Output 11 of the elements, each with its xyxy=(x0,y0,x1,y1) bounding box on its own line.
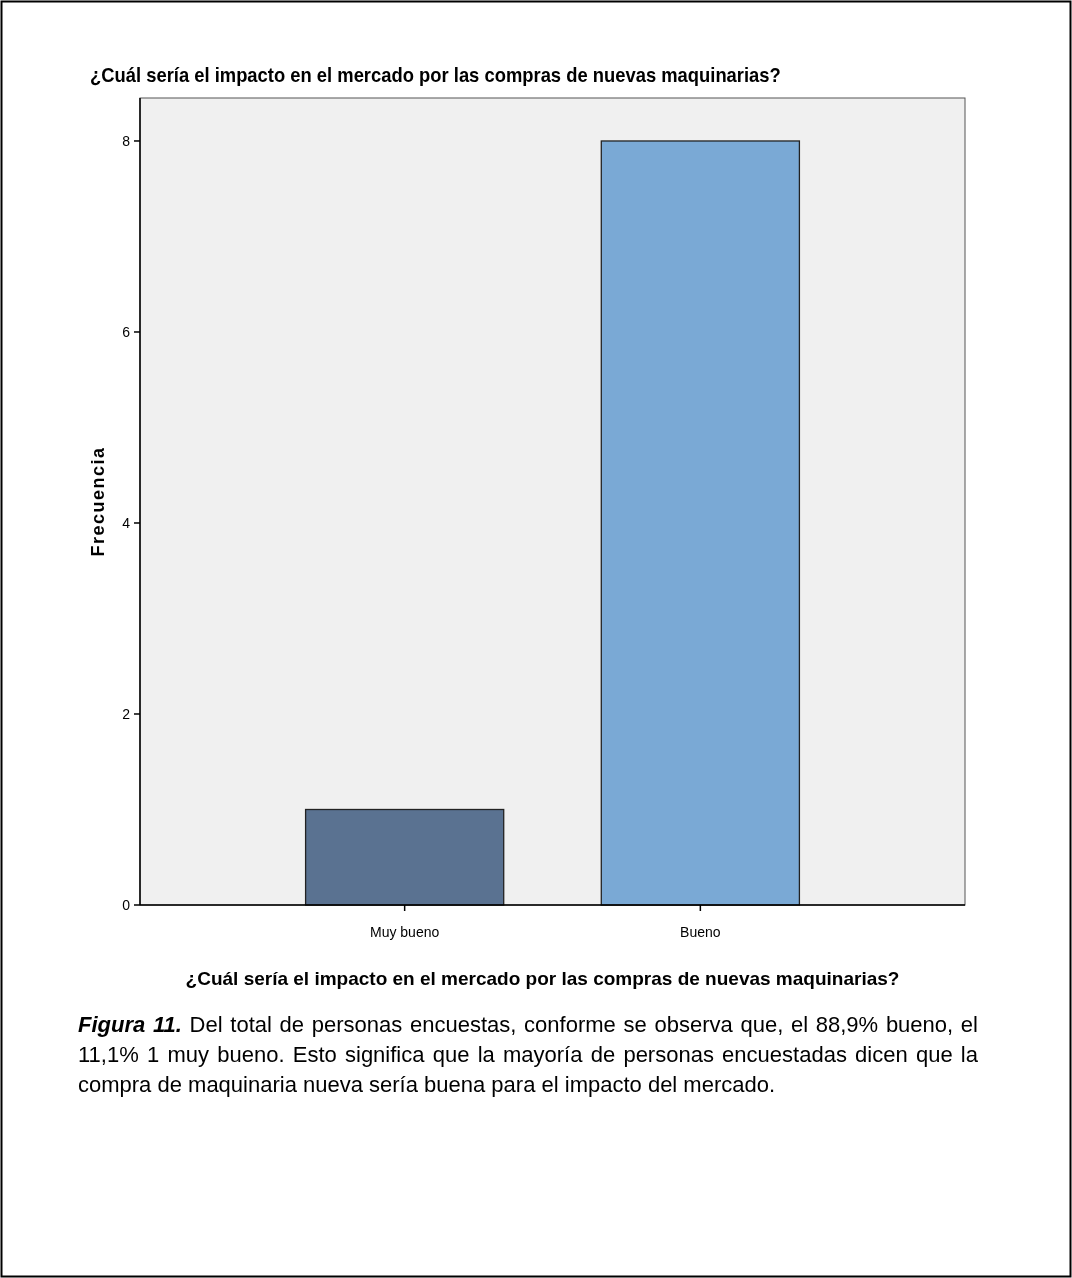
y-tick-label: 8 xyxy=(122,132,131,149)
y-tick-label: 4 xyxy=(122,514,131,531)
y-tick-label: 0 xyxy=(122,896,131,913)
y-axis-title: Frecuencia xyxy=(88,446,108,557)
chart-title: ¿Cuál sería el impacto en el mercado por las compras de nuevas maquinarias? xyxy=(90,64,781,87)
y-tick-label: 2 xyxy=(122,705,131,722)
x-tick-label: Bueno xyxy=(680,924,721,940)
x-tick-label: Muy bueno xyxy=(370,924,440,940)
y-tick-label: 6 xyxy=(122,323,131,340)
x-axis-title: ¿Cuál sería el impacto en el mercado por las compras de nuevas maquinarias? xyxy=(185,968,900,989)
text: Figura 11. Del total de personas encuestas, conforme se observa que, el 88,9% bueno, el 11,1% 1 muy bueno. Esto significa que la mayoría de personas encuestadas dicen que la compra de maquinaria nueva sería buena para el impacto del mercado. xyxy=(78,1011,978,1099)
